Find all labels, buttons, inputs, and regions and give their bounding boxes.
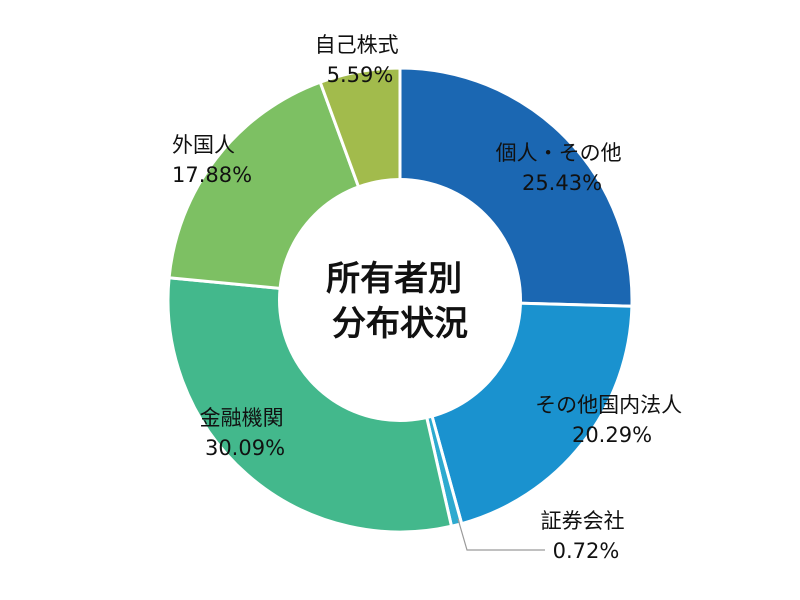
leader-line-securities bbox=[457, 518, 545, 551]
slice-value-treasury-stock: 5.59% bbox=[327, 63, 394, 87]
slice-label-other-domestic-corporations: その他国内法人 20.29% bbox=[535, 393, 689, 447]
slice-value-other-domestic-corporations: 20.29% bbox=[572, 423, 652, 447]
donut-hole bbox=[278, 178, 522, 422]
slice-label-individuals: 個人・その他 25.43% bbox=[496, 141, 629, 195]
chart-title-line-1: 所有者別 bbox=[326, 259, 462, 299]
slice-value-financial-institutions: 30.09% bbox=[205, 436, 285, 460]
chart-title: 所有者別 分布状況 bbox=[326, 259, 474, 344]
slice-value-securities-companies: 0.72% bbox=[553, 539, 620, 563]
slice-name-treasury-stock: 自己株式 bbox=[315, 33, 399, 57]
chart-title-line-2: 分布状況 bbox=[332, 304, 468, 344]
slice-value-foreigners: 17.88% bbox=[172, 163, 252, 187]
slice-name-foreigners: 外国人 bbox=[172, 133, 235, 157]
slice-name-other-domestic-corporations: その他国内法人 bbox=[535, 393, 682, 417]
slice-label-foreigners: 外国人 17.88% bbox=[172, 133, 252, 187]
slice-value-individuals: 25.43% bbox=[522, 171, 602, 195]
slice-label-securities-companies: 証券会社 0.72% bbox=[541, 509, 632, 563]
slice-name-financial-institutions: 金融機関 bbox=[200, 406, 284, 430]
slice-label-treasury-stock: 自己株式 5.59% bbox=[315, 33, 406, 87]
slice-label-financial-institutions: 金融機関 30.09% bbox=[200, 406, 291, 460]
slice-name-securities-companies: 証券会社 bbox=[541, 509, 625, 533]
slice-name-individuals: 個人・その他 bbox=[496, 141, 622, 165]
